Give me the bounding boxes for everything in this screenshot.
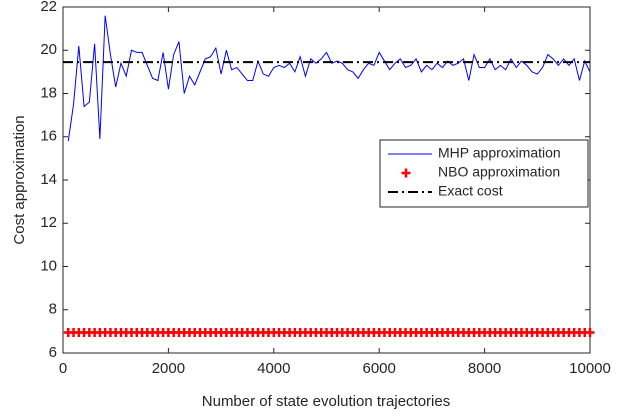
y-tick-label: 12 (40, 214, 57, 231)
y-tick-label: 10 (40, 257, 57, 274)
y-tick-label: 16 (40, 128, 57, 145)
data-marker (585, 327, 595, 337)
legend-label: NBO approximation (438, 164, 560, 180)
x-tick-label: 2000 (152, 360, 185, 377)
y-axis-label: Cost approximation (11, 115, 28, 244)
legend-box (379, 139, 589, 208)
x-axis-label: Number of state evolution trajectories (202, 393, 450, 410)
y-tick-label: 22 (40, 0, 57, 15)
y-tick-label: 6 (49, 344, 57, 361)
x-tick-label: 6000 (363, 360, 396, 377)
legend-label: Exact cost (438, 183, 503, 199)
x-tick-label: 4000 (257, 360, 290, 377)
data-line (67, 15, 591, 142)
y-tick-label: 18 (40, 84, 57, 101)
y-tick-label: 20 (40, 41, 57, 58)
legend-label: MHP approximation (438, 145, 561, 161)
x-tick-label: 8000 (468, 360, 501, 377)
legend-marker (401, 168, 411, 178)
x-tick-label: 10000 (569, 360, 611, 377)
y-tick-label: 8 (49, 301, 57, 318)
x-tick-label: 0 (59, 360, 67, 377)
y-tick-label: 14 (40, 171, 57, 188)
